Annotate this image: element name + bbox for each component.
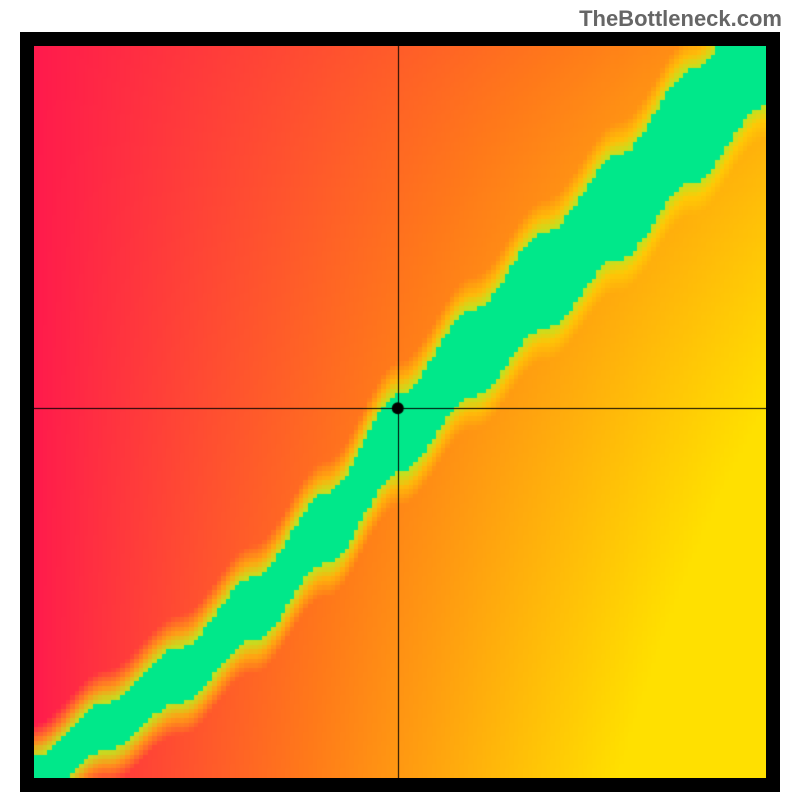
crosshair-overlay — [34, 46, 766, 778]
watermark-text: TheBottleneck.com — [579, 6, 782, 32]
chart-container: TheBottleneck.com — [0, 0, 800, 800]
plot-frame — [20, 32, 780, 792]
